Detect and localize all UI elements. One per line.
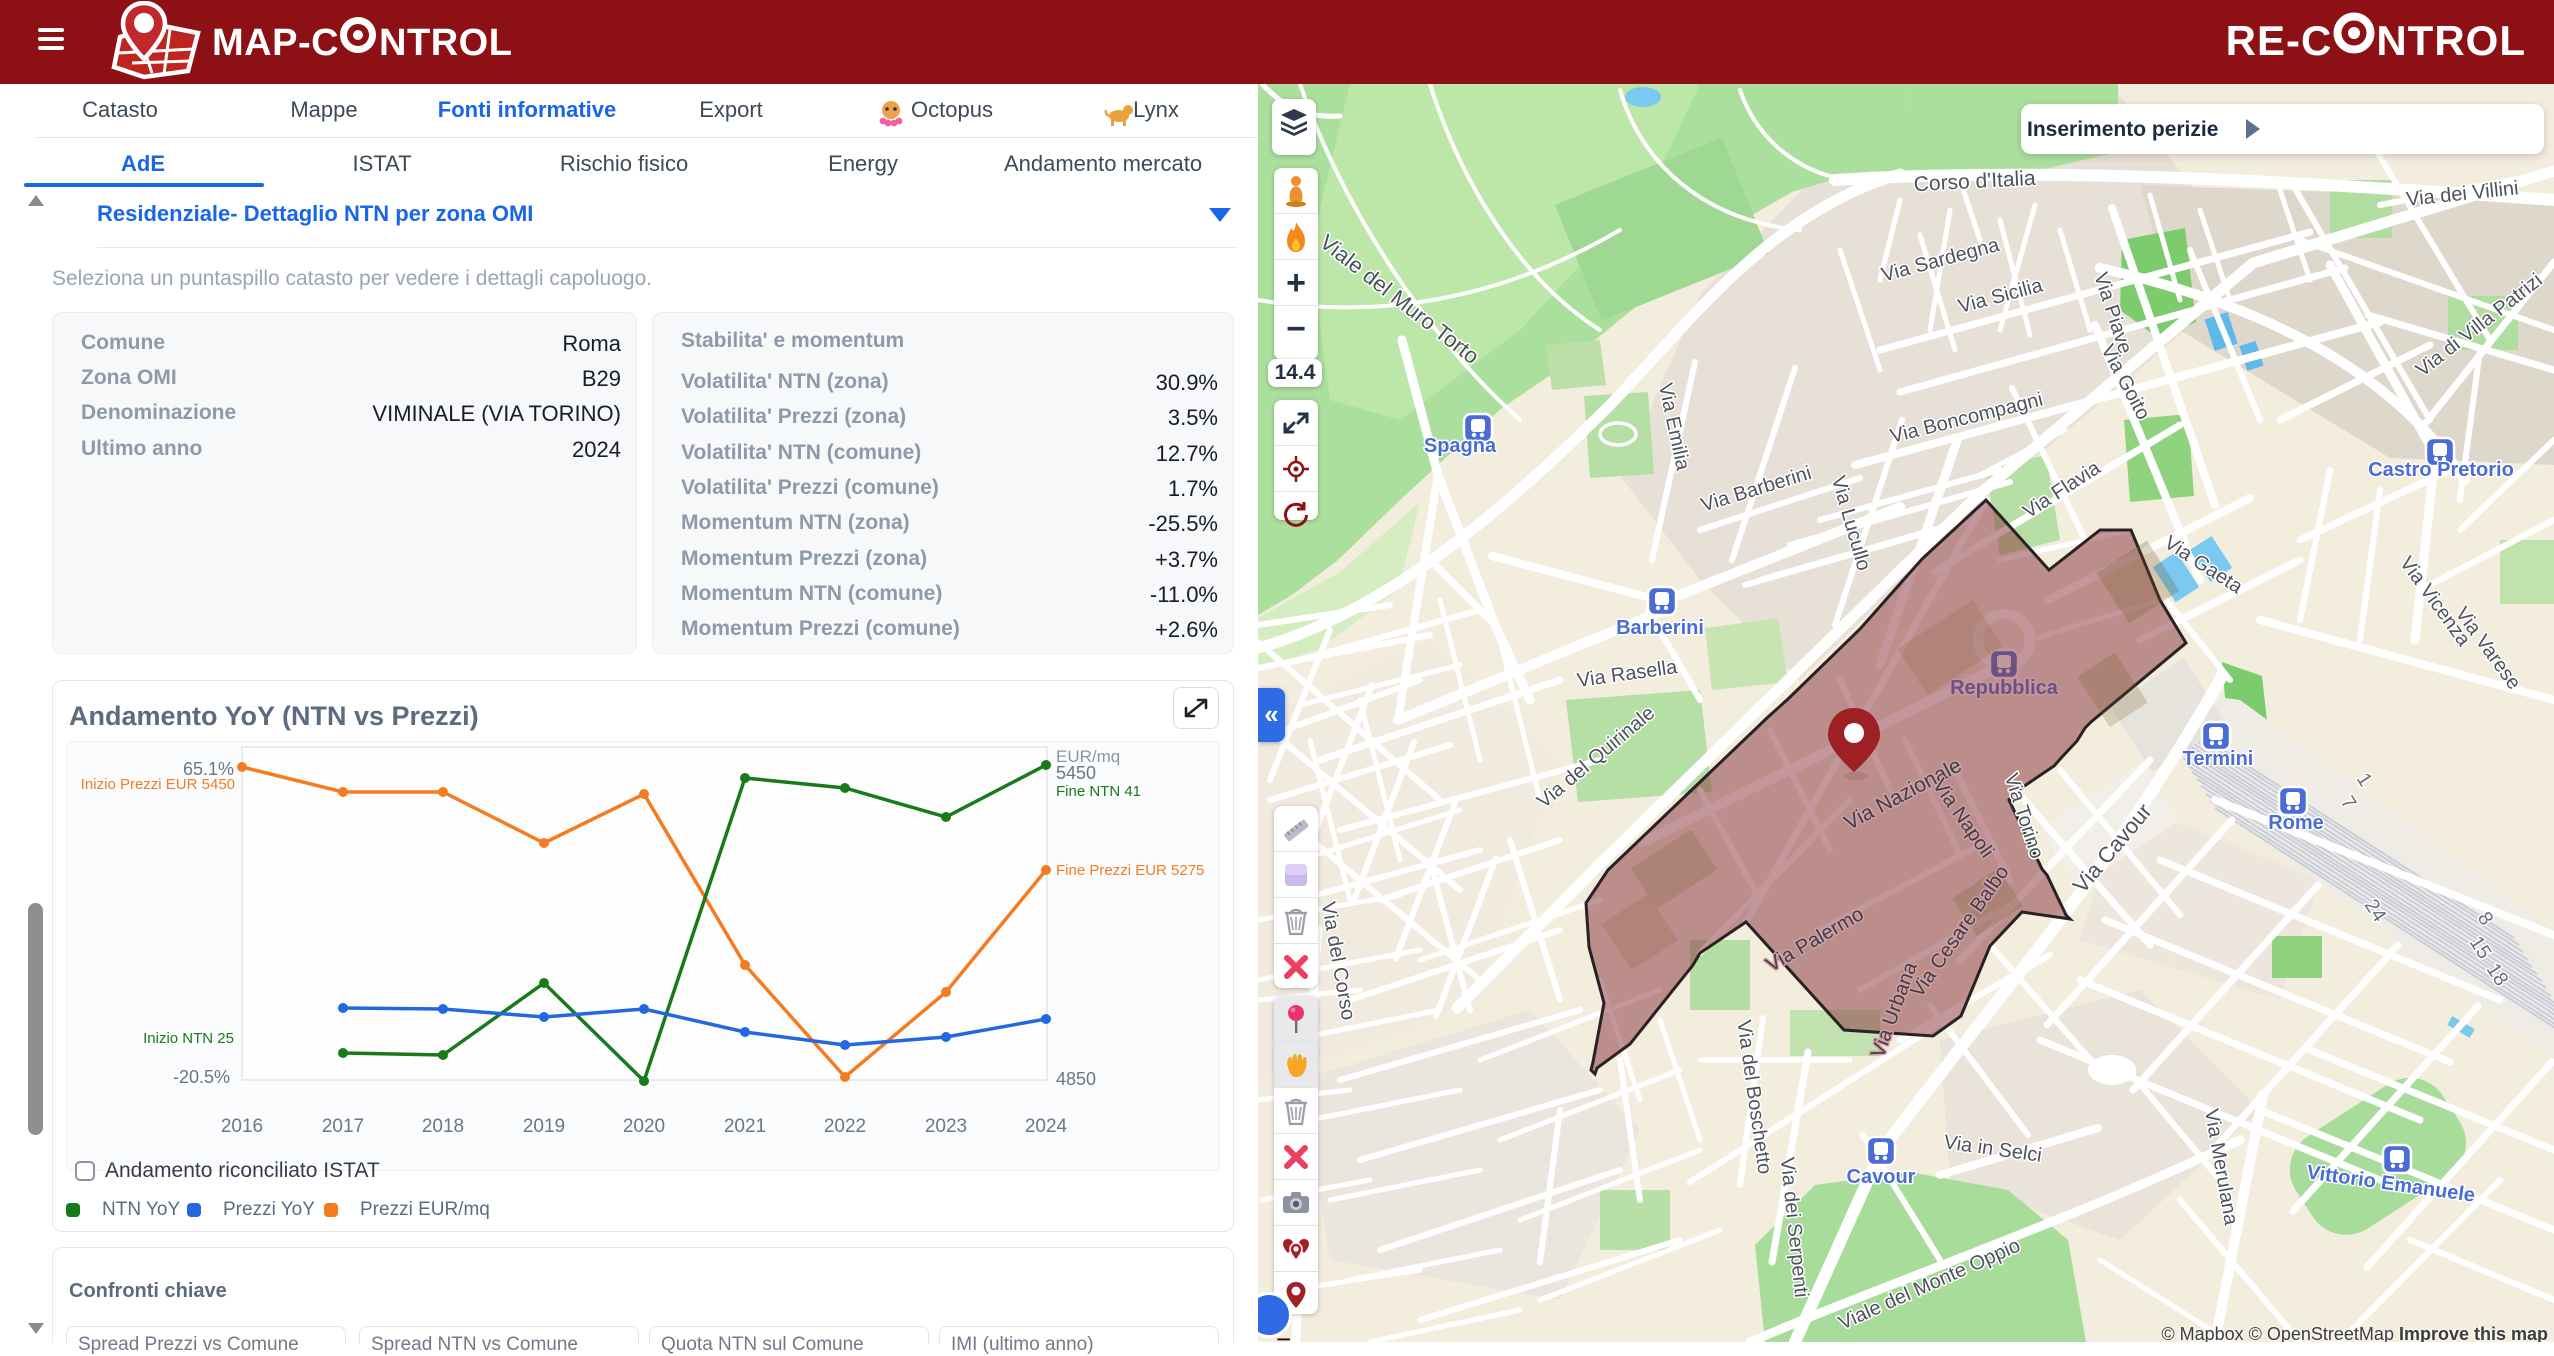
- svg-text:Castro Pretorio: Castro Pretorio: [2368, 459, 2514, 481]
- svg-text:Barberini: Barberini: [1616, 617, 1704, 639]
- svg-text:Rome: Rome: [2268, 812, 2324, 834]
- svg-text:Termini: Termini: [2183, 748, 2254, 770]
- svg-text:5450: 5450: [1056, 763, 1096, 783]
- svg-text:2021: 2021: [724, 1116, 766, 1137]
- svg-text:2024: 2024: [1025, 1116, 1068, 1137]
- svg-text:2023: 2023: [925, 1116, 967, 1137]
- svg-text:65.1%: 65.1%: [183, 759, 234, 779]
- svg-text:Spagna: Spagna: [1424, 435, 1497, 457]
- svg-text:2020: 2020: [623, 1116, 665, 1137]
- svg-text:2017: 2017: [322, 1116, 364, 1137]
- svg-text:Inizio Prezzi EUR 5450: Inizio Prezzi EUR 5450: [81, 776, 235, 793]
- svg-text:EUR/mq: EUR/mq: [1056, 747, 1120, 766]
- svg-text:2022: 2022: [824, 1116, 866, 1137]
- svg-text:Fine Prezzi EUR 5275: Fine Prezzi EUR 5275: [1056, 862, 1204, 879]
- svg-text:2016: 2016: [221, 1116, 263, 1137]
- svg-text:Cavour: Cavour: [1847, 1166, 1916, 1188]
- svg-text:2018: 2018: [422, 1116, 464, 1137]
- svg-text:2019: 2019: [523, 1116, 565, 1137]
- svg-text:-20.5%: -20.5%: [173, 1067, 230, 1087]
- svg-text:4850: 4850: [1056, 1069, 1096, 1089]
- svg-text:Inizio NTN 25: Inizio NTN 25: [143, 1030, 234, 1047]
- svg-text:Fine NTN 41: Fine NTN 41: [1056, 783, 1141, 800]
